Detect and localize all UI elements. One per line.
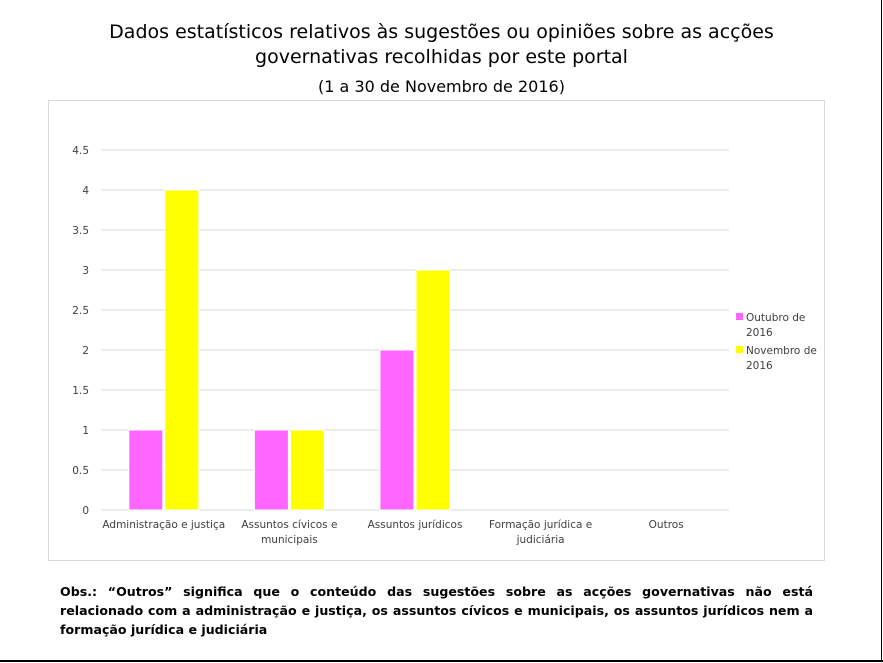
bar — [164, 189, 200, 511]
chart-title-line-2: governativas recolhidas por este portal — [255, 46, 628, 68]
y-tick-label: 2 — [82, 345, 89, 357]
x-tick-label: Outros — [649, 519, 684, 531]
x-tick-label: Assuntos jurídicos — [368, 519, 463, 531]
y-tick-label: 2.5 — [72, 305, 89, 317]
chart-subtitle: (1 a 30 de Novembro de 2016) — [318, 77, 565, 96]
y-tick-label: 1 — [82, 425, 89, 437]
y-tick-label: 1.5 — [72, 385, 89, 397]
x-tick-label: Administração e justiça — [102, 519, 225, 531]
y-tick-label: 4 — [82, 185, 89, 197]
legend-swatch — [736, 313, 743, 320]
x-tick-label: judiciária — [516, 534, 565, 546]
bottom-rule — [0, 660, 883, 662]
bar — [253, 429, 289, 511]
y-tick-label: 4.5 — [72, 145, 89, 157]
y-tick-label: 0 — [82, 505, 89, 517]
bar — [289, 429, 325, 511]
legend-label: 2016 — [746, 360, 773, 372]
footnote: Obs.: “Outros” significa que o conteúdo … — [60, 584, 813, 637]
y-tick-label: 3 — [82, 265, 89, 277]
y-tick-label: 0.5 — [72, 465, 89, 477]
chart-title: Dados estatísticos relativos às sugestõe… — [0, 20, 883, 70]
y-tick-label: 3.5 — [72, 225, 89, 237]
bar — [415, 269, 451, 511]
bar — [128, 429, 164, 511]
bar — [379, 349, 415, 511]
legend-label: Outubro de — [746, 312, 805, 324]
legend-swatch — [736, 346, 743, 353]
x-tick-label: Formação jurídica e — [489, 519, 592, 531]
chart-area — [48, 100, 825, 561]
legend-label: 2016 — [746, 327, 773, 339]
x-tick-label: municipais — [261, 534, 318, 546]
legend-label: Novembro de — [746, 345, 817, 357]
chart-title-line-1: Dados estatísticos relativos às sugestõe… — [109, 21, 774, 43]
x-tick-label: Assuntos cívicos e — [241, 519, 337, 531]
